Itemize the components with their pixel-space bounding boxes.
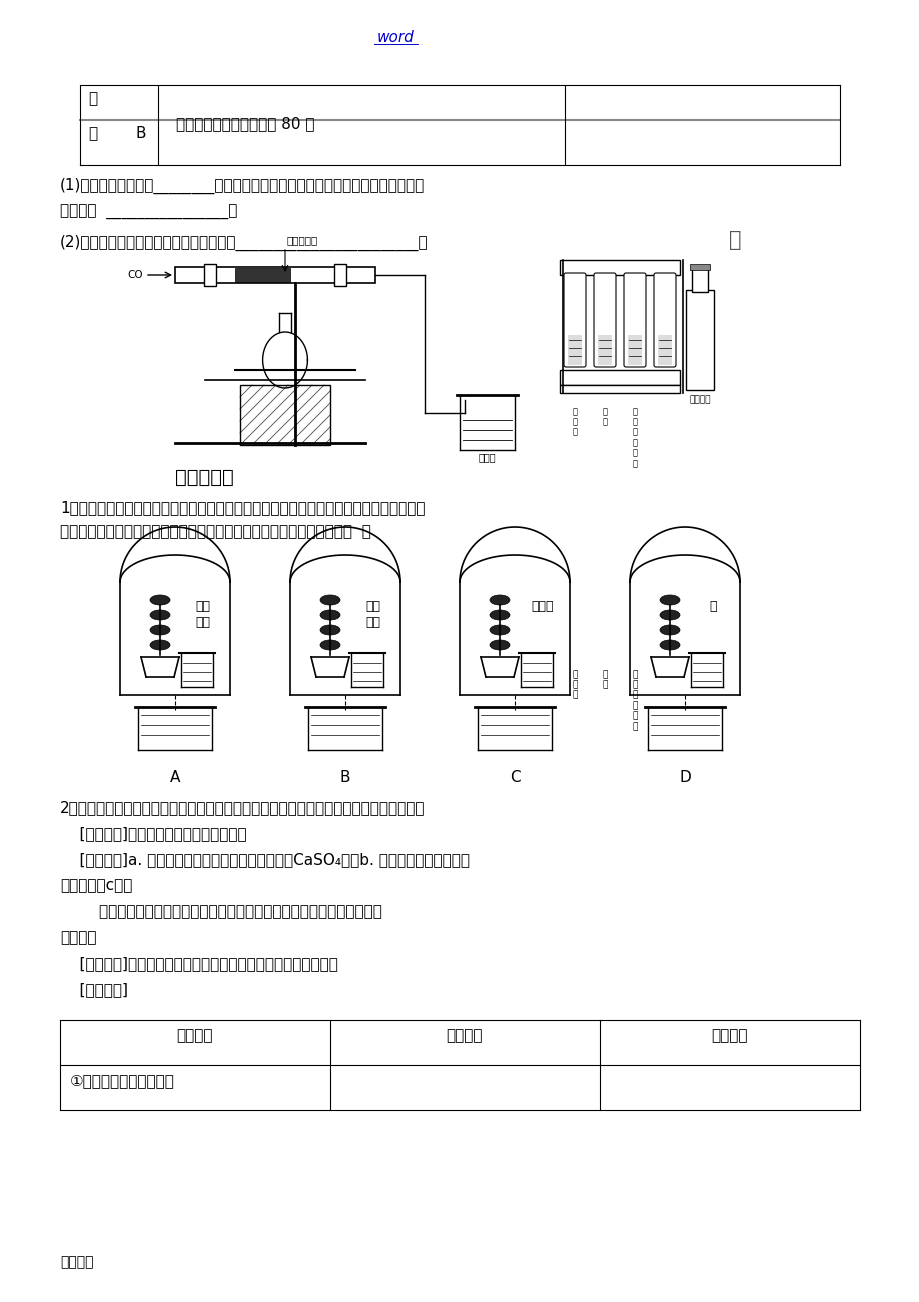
Text: 氢氧: 氢氧: [365, 600, 380, 613]
Bar: [560, 260, 679, 275]
Text: 盐
酸: 盐 酸: [602, 671, 607, 689]
Ellipse shape: [150, 641, 170, 650]
Text: 水: 水: [709, 600, 716, 613]
Bar: [204, 264, 216, 286]
Bar: [560, 370, 679, 385]
Ellipse shape: [320, 611, 340, 620]
Text: B: B: [136, 126, 146, 141]
Bar: [175, 267, 375, 283]
Ellipse shape: [320, 625, 340, 635]
Text: 盐
酸: 盐 酸: [602, 408, 607, 426]
Text: ✋: ✋: [728, 230, 741, 250]
Bar: [628, 335, 641, 365]
Bar: [234, 268, 289, 283]
Bar: [334, 264, 346, 286]
Text: C: C: [509, 769, 520, 785]
Text: [发现问题]菠菜为什么不能与豆腐同食？: [发现问题]菠菜为什么不能与豆腐同食？: [60, 825, 246, 841]
Bar: [657, 335, 671, 365]
Ellipse shape: [490, 595, 509, 605]
Text: 浓硫酸: 浓硫酸: [531, 600, 553, 613]
Text: 烧杯和澄清石灰水的质量 80 克: 烧杯和澄清石灰水的质量 80 克: [176, 116, 314, 132]
Text: 三、分析型: 三、分析型: [175, 467, 233, 487]
Text: 实验结论: 实验结论: [711, 1029, 747, 1043]
Text: [查阅资料]a. 制作豆腐需要参加石膏（主要成分：CaSO₄）；b. 菠菜中含有草酸、草酸: [查阅资料]a. 制作豆腐需要参加石膏（主要成分：CaSO₄）；b. 菠菜中含有…: [60, 852, 470, 867]
FancyBboxPatch shape: [563, 273, 585, 367]
Text: 石灰水: 石灰水: [478, 452, 495, 462]
Text: (1)你认为，应当选择________组的实验数据来计算样品中氧化铁的质量分数，计算: (1)你认为，应当选择________组的实验数据来计算样品中氧化铁的质量分数，…: [60, 178, 425, 194]
Bar: [567, 335, 582, 365]
Text: 饮料: 饮料: [196, 616, 210, 629]
Text: 盐等成分；c、草: 盐等成分；c、草: [60, 878, 132, 893]
Text: B: B: [339, 769, 350, 785]
Ellipse shape: [150, 595, 170, 605]
FancyBboxPatch shape: [623, 273, 645, 367]
Ellipse shape: [490, 641, 509, 650]
Text: 石
灰
水: 石 灰 水: [572, 408, 577, 436]
Text: (2)这位同学所用实验装置的不足之处是：________________________。: (2)这位同学所用实验装置的不足之处是：____________________…: [60, 234, 428, 251]
Text: 酸钙是一种既不溶于水也不溶于醋酸的白色固体，是诱发人体结石的物: 酸钙是一种既不溶于水也不溶于醋酸的白色固体，是诱发人体结石的物: [60, 904, 381, 919]
Bar: [597, 335, 611, 365]
Text: 的结果为  ________________。: 的结果为 ________________。: [60, 204, 237, 220]
Text: 石
灰
水: 石 灰 水: [572, 671, 577, 699]
Text: 化锶: 化锶: [365, 616, 380, 629]
Text: 氢
氧
化
钠
溶
液: 氢 氧 化 钠 溶 液: [632, 408, 637, 467]
Text: [提出猜测]菠菜与豆腐同食可能会产生人体不能吸收的沉淀物。: [提出猜测]菠菜与豆腐同食可能会产生人体不能吸收的沉淀物。: [60, 956, 337, 971]
Text: 2、小丽午餐时买了一份清炒菠菜和一份豆腐肉片汤，但同学告诉她菠菜不能与豆腐同食。: 2、小丽午餐时买了一份清炒菠菜和一份豆腐肉片汤，但同学告诉她菠菜不能与豆腐同食。: [60, 799, 425, 815]
Ellipse shape: [659, 641, 679, 650]
Ellipse shape: [490, 611, 509, 620]
Text: word: word: [377, 30, 414, 46]
Text: 质之一。: 质之一。: [60, 930, 96, 945]
FancyBboxPatch shape: [594, 273, 616, 367]
Ellipse shape: [320, 641, 340, 650]
Ellipse shape: [659, 595, 679, 605]
Ellipse shape: [659, 611, 679, 620]
Text: 石蕊试液: 石蕊试液: [688, 395, 710, 404]
Bar: [689, 264, 709, 270]
Text: 氢
氧
化
钠
溶
液: 氢 氧 化 钠 溶 液: [631, 671, 637, 730]
Bar: [560, 385, 679, 393]
FancyBboxPatch shape: [653, 273, 675, 367]
Text: 组: 组: [88, 91, 97, 105]
Text: 实验现象: 实验现象: [447, 1029, 482, 1043]
Text: ①将菠菜在少量开水中煮: ①将菠菜在少量开水中煮: [70, 1073, 175, 1088]
Text: 文案大全: 文案大全: [60, 1255, 94, 1269]
Bar: [686, 290, 713, 391]
Ellipse shape: [659, 625, 679, 635]
Ellipse shape: [150, 625, 170, 635]
Text: 组: 组: [88, 126, 97, 141]
Text: 预测数天后植物生长最茂盛的是〔填序号〕。谈谈你进展这种预测的理由  。: 预测数天后植物生长最茂盛的是〔填序号〕。谈谈你进展这种预测的理由 。: [60, 523, 370, 539]
Text: D: D: [678, 769, 690, 785]
Text: [设计实验]: [设计实验]: [60, 982, 128, 997]
Text: 雪碧: 雪碧: [196, 600, 210, 613]
Ellipse shape: [320, 595, 340, 605]
Text: 1、为了探究植物光合作用的原理，某学生设计了如如下图实验装置。在一样的条件下，你: 1、为了探究植物光合作用的原理，某学生设计了如如下图实验装置。在一样的条件下，你: [60, 500, 425, 516]
Text: 氧化铁样品: 氧化铁样品: [287, 234, 318, 245]
Ellipse shape: [490, 625, 509, 635]
Bar: [240, 385, 330, 445]
Ellipse shape: [150, 611, 170, 620]
Text: A: A: [170, 769, 180, 785]
Text: CO: CO: [127, 270, 142, 280]
Bar: [691, 268, 708, 292]
Text: 实验步骤: 实验步骤: [176, 1029, 213, 1043]
